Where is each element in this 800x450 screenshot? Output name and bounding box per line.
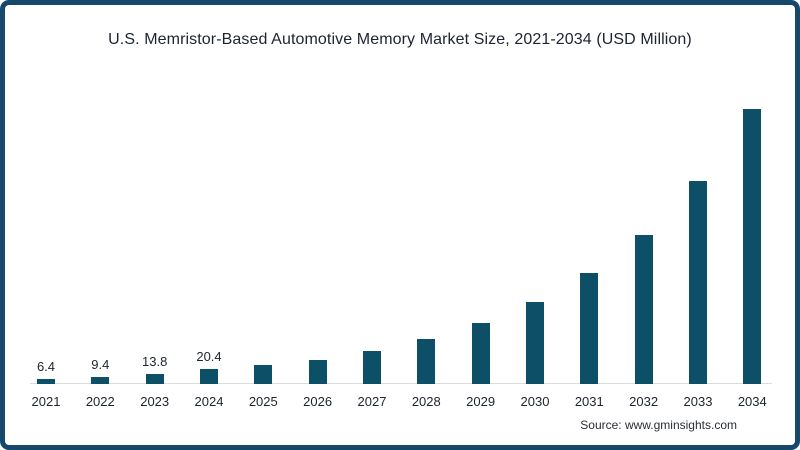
x-tick-label-2028: 2028 xyxy=(411,394,441,409)
x-tick-label-2024: 2024 xyxy=(194,394,224,409)
bar-2033 xyxy=(689,181,707,384)
bar-2024 xyxy=(200,369,218,384)
bar-2030 xyxy=(526,301,544,384)
bar-2034 xyxy=(743,109,762,384)
bar-2031 xyxy=(580,273,599,384)
x-tick-label-2025: 2025 xyxy=(248,394,278,409)
bar-value-label-2022: 9.4 xyxy=(91,357,110,373)
x-tick-label-2033: 2033 xyxy=(683,394,713,409)
x-tick-label-2026: 2026 xyxy=(303,394,333,409)
bar-2023 xyxy=(145,374,164,384)
bar-value-label-2024: 20.4 xyxy=(196,349,222,365)
bar-2029 xyxy=(471,322,490,384)
bar-2022 xyxy=(91,377,110,384)
x-tick-label-2030: 2030 xyxy=(520,394,550,409)
bar-2025 xyxy=(254,365,273,384)
bar-value-label-2023: 13.8 xyxy=(142,354,168,370)
chart-title: U.S. Memristor-Based Automotive Memory M… xyxy=(108,31,692,48)
x-axis-line xyxy=(30,383,772,384)
bar-2027 xyxy=(363,351,381,384)
bar-2026 xyxy=(308,359,327,384)
source-attribution: Source: www.gminsights.com xyxy=(580,418,737,432)
x-tick-label-2021: 2021 xyxy=(31,394,61,409)
x-tick-label-2027: 2027 xyxy=(357,394,387,409)
x-tick-label-2031: 2031 xyxy=(574,394,604,409)
bar-2021 xyxy=(37,379,55,384)
bar-value-label-2021: 6.4 xyxy=(36,359,56,375)
x-tick-label-2022: 2022 xyxy=(85,394,115,409)
x-tick-label-2029: 2029 xyxy=(466,394,496,409)
x-tick-label-2032: 2032 xyxy=(629,394,659,409)
bar-2032 xyxy=(634,235,653,384)
x-tick-label-2023: 2023 xyxy=(140,394,170,409)
bar-2028 xyxy=(417,339,436,384)
x-tick-label-2034: 2034 xyxy=(737,394,767,409)
